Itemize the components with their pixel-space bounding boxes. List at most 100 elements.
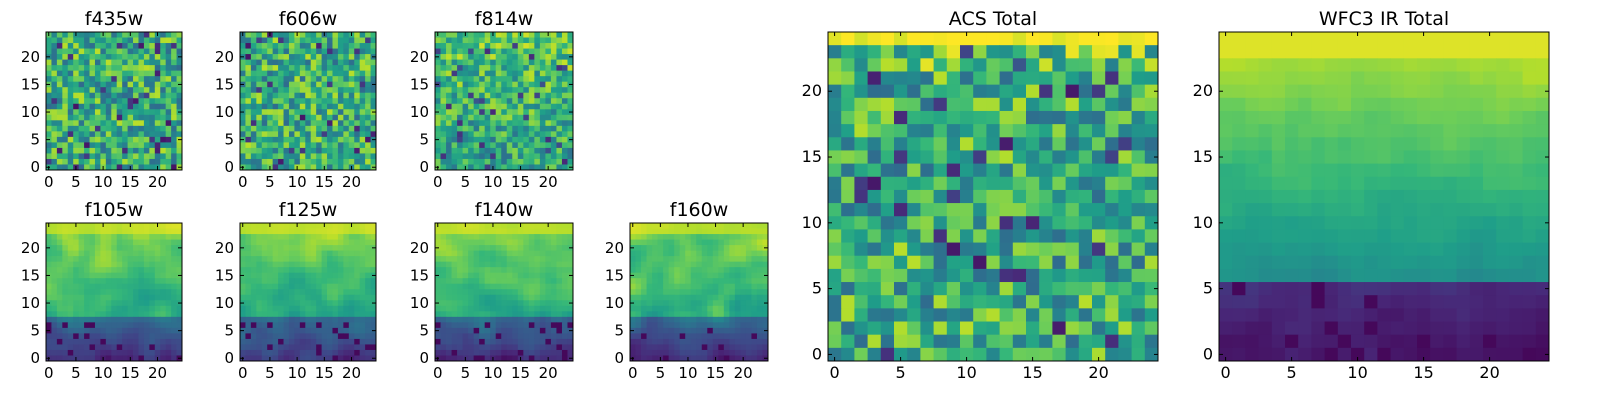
heatmap-cell xyxy=(440,322,447,329)
heatmap-cell xyxy=(451,147,458,154)
heatmap-cell xyxy=(73,239,80,246)
heatmap-cell xyxy=(299,103,306,110)
heatmap-cell xyxy=(534,98,541,105)
heatmap-cell xyxy=(663,338,670,345)
heatmap-cell xyxy=(305,54,312,60)
heatmap-cell xyxy=(332,158,339,165)
heatmap-cell xyxy=(283,136,290,143)
heatmap-cell xyxy=(250,120,257,127)
heatmap-cell xyxy=(370,267,377,274)
heatmap-cell xyxy=(78,294,85,301)
heatmap-cell xyxy=(1039,58,1053,72)
heatmap-cell xyxy=(348,322,355,329)
heatmap-cell xyxy=(149,98,156,105)
heatmap-cell xyxy=(176,142,183,149)
heatmap-cell xyxy=(867,110,882,125)
heatmap-cell xyxy=(740,300,747,307)
heatmap-cell xyxy=(451,131,458,138)
heatmap-cell xyxy=(111,43,118,49)
heatmap-cell xyxy=(446,327,452,334)
heatmap-cell xyxy=(310,223,317,229)
heatmap-cell xyxy=(550,327,557,334)
heatmap-cell xyxy=(122,338,128,345)
heatmap-cell xyxy=(240,158,246,165)
heatmap-cell xyxy=(528,305,535,312)
heatmap-cell xyxy=(828,176,842,191)
heatmap-cell xyxy=(316,327,322,334)
heatmap-cell xyxy=(267,349,274,356)
y-tick-label: 10 xyxy=(215,103,234,121)
heatmap-cell xyxy=(160,70,167,77)
heatmap-cell xyxy=(100,322,107,329)
heatmap-cell xyxy=(668,223,675,229)
heatmap-cell xyxy=(745,294,752,301)
heatmap-cell xyxy=(960,97,974,112)
heatmap-cell xyxy=(663,245,670,251)
heatmap-cell xyxy=(261,239,268,246)
heatmap-cell xyxy=(272,65,279,72)
heatmap-cell xyxy=(712,305,719,312)
heatmap-cell xyxy=(468,120,475,127)
heatmap-cell xyxy=(250,103,257,110)
heatmap-cell xyxy=(734,283,741,290)
heatmap-cell xyxy=(517,114,524,121)
heatmap-cell xyxy=(294,311,301,318)
heatmap-cell xyxy=(261,76,268,83)
heatmap-cell xyxy=(94,81,101,88)
heatmap-cell xyxy=(283,228,290,235)
heatmap-cell xyxy=(512,142,519,149)
heatmap-cell xyxy=(920,203,934,217)
heatmap-cell xyxy=(479,250,486,257)
heatmap-cell xyxy=(365,316,371,323)
heatmap-cell xyxy=(62,87,69,94)
heatmap-cell xyxy=(73,54,80,60)
heatmap-cell xyxy=(154,272,161,279)
heatmap-cell xyxy=(370,98,377,105)
heatmap-cell xyxy=(646,289,653,296)
heatmap-cell xyxy=(468,32,475,38)
heatmap-cell xyxy=(668,327,675,334)
heatmap-cell xyxy=(316,43,322,49)
heatmap-cell xyxy=(250,333,257,340)
heatmap-cell xyxy=(343,300,350,307)
heatmap-cell xyxy=(685,289,692,296)
heatmap-cell xyxy=(46,37,52,44)
heatmap-cell xyxy=(343,54,350,60)
heatmap-cell xyxy=(272,316,279,323)
heatmap-cell xyxy=(51,355,58,362)
heatmap-cell xyxy=(67,228,74,235)
heatmap-cell xyxy=(343,32,350,38)
heatmap-cell xyxy=(250,32,257,38)
heatmap-cell xyxy=(299,289,306,296)
heatmap-cell xyxy=(567,103,574,110)
heatmap-cell xyxy=(523,76,530,83)
heatmap-cell xyxy=(707,234,714,240)
heatmap-cell xyxy=(657,316,664,323)
heatmap-cell xyxy=(46,349,52,356)
heatmap-cell xyxy=(451,278,458,285)
heatmap-cell xyxy=(250,267,257,274)
heatmap-cell xyxy=(517,87,524,94)
heatmap-cell xyxy=(332,344,339,351)
heatmap-cell xyxy=(171,87,177,94)
heatmap-cell xyxy=(462,59,469,66)
heatmap-cell xyxy=(751,344,758,351)
heatmap-cell xyxy=(310,125,317,132)
heatmap-cell xyxy=(343,65,350,72)
heatmap-cell xyxy=(652,283,658,290)
heatmap-cell xyxy=(446,114,452,121)
heatmap-cell xyxy=(127,125,134,132)
heatmap-cell xyxy=(143,65,150,72)
heatmap-cell xyxy=(116,37,123,44)
heatmap-cell xyxy=(256,300,263,307)
heatmap-cell xyxy=(267,158,274,165)
heatmap-cell xyxy=(652,272,658,279)
heatmap-cell xyxy=(105,256,112,263)
heatmap-cell xyxy=(528,245,535,251)
heatmap-cell xyxy=(337,158,344,165)
heatmap-cell xyxy=(359,76,366,83)
heatmap-cell xyxy=(1092,189,1106,204)
heatmap-cell xyxy=(105,54,112,60)
heatmap-cell xyxy=(283,120,290,127)
heatmap-cell xyxy=(534,316,541,323)
